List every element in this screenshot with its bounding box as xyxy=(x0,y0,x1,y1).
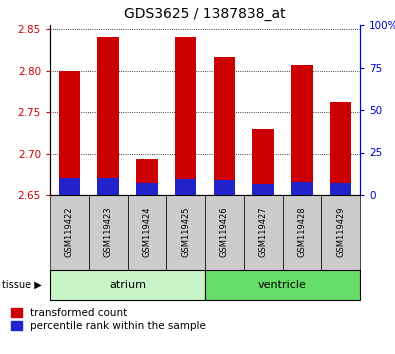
Bar xyxy=(136,159,158,195)
Bar xyxy=(175,179,196,195)
Title: GDS3625 / 1387838_at: GDS3625 / 1387838_at xyxy=(124,7,286,21)
Bar xyxy=(166,195,205,270)
Bar xyxy=(321,195,360,270)
Bar xyxy=(175,38,196,195)
Text: atrium: atrium xyxy=(109,280,146,290)
Bar xyxy=(214,57,235,195)
Bar xyxy=(136,183,158,195)
Bar xyxy=(252,184,274,195)
Text: GSM119428: GSM119428 xyxy=(297,206,307,257)
Bar xyxy=(252,129,274,195)
Text: GSM119426: GSM119426 xyxy=(220,206,229,257)
Text: GSM119427: GSM119427 xyxy=(259,206,268,257)
Bar xyxy=(128,195,166,270)
Bar xyxy=(291,182,312,195)
Bar xyxy=(50,195,89,270)
Text: GSM119429: GSM119429 xyxy=(336,206,345,257)
Bar xyxy=(244,195,282,270)
Bar xyxy=(98,178,119,195)
Bar xyxy=(59,178,80,195)
Bar xyxy=(98,38,119,195)
Legend: transformed count, percentile rank within the sample: transformed count, percentile rank withi… xyxy=(10,307,207,332)
Text: GSM119424: GSM119424 xyxy=(142,206,151,257)
Bar xyxy=(205,195,244,270)
Bar xyxy=(330,183,351,195)
Text: tissue ▶: tissue ▶ xyxy=(2,280,42,290)
Bar xyxy=(282,195,321,270)
Bar xyxy=(50,270,205,300)
Bar xyxy=(291,65,312,195)
Text: GSM119422: GSM119422 xyxy=(65,206,74,257)
Text: GSM119425: GSM119425 xyxy=(181,206,190,257)
Bar xyxy=(330,102,351,195)
Text: ventricle: ventricle xyxy=(258,280,307,290)
Bar xyxy=(205,270,360,300)
Text: GSM119423: GSM119423 xyxy=(103,206,113,257)
Bar xyxy=(214,180,235,195)
Bar xyxy=(89,195,128,270)
Bar xyxy=(59,70,80,195)
